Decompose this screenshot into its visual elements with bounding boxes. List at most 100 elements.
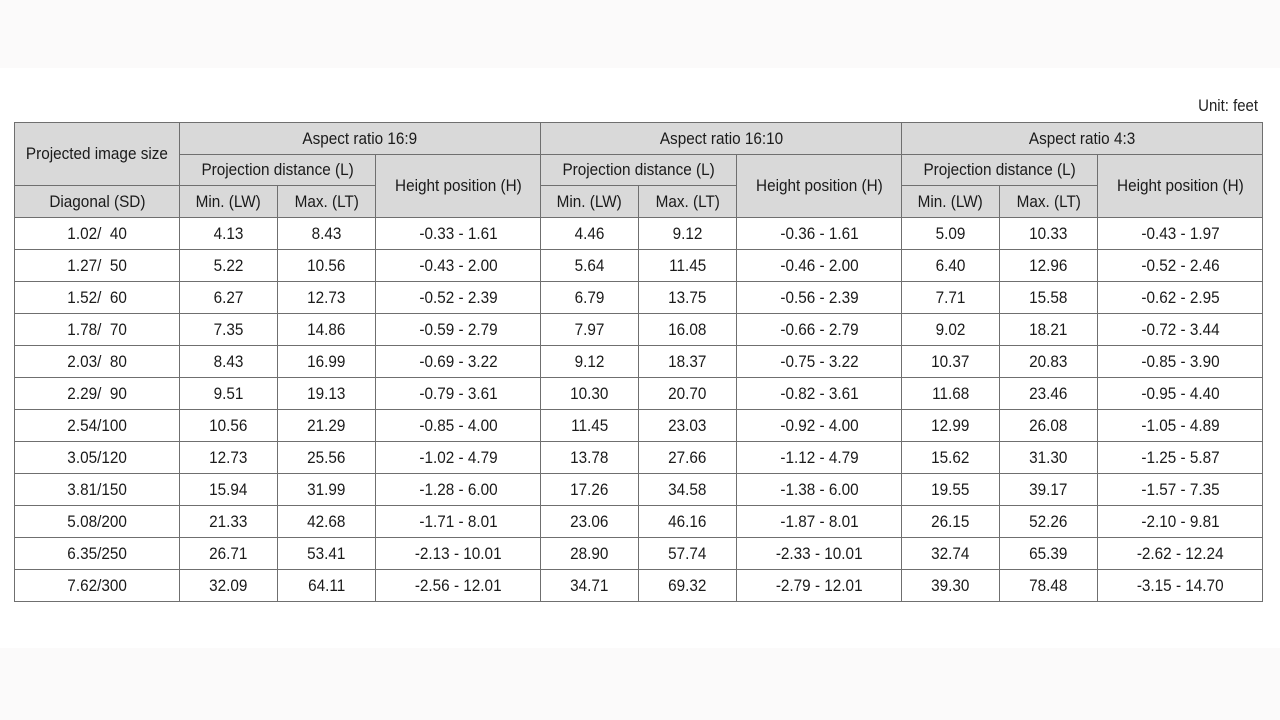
height-4-3-cell: -0.85 - 3.90 — [1097, 345, 1264, 378]
max-16-10-cell: 57.74 — [638, 537, 737, 570]
diagonal-cell: 1.27/ 50 — [14, 249, 180, 282]
min-4-3-cell: 6.40 — [901, 249, 1001, 282]
height-4-3-cell: -0.62 - 2.95 — [1097, 281, 1264, 314]
header-aspect-16-9: Aspect ratio 16:9 — [179, 122, 541, 155]
height-4-3-cell: -0.95 - 4.40 — [1097, 377, 1264, 410]
max-4-3-cell: 39.17 — [999, 473, 1099, 506]
min-4-3-cell: 7.71 — [901, 281, 1001, 314]
max-16-10-cell: 23.03 — [638, 409, 737, 442]
max-4-3-cell: 20.83 — [999, 345, 1099, 378]
min-16-10-cell: 10.30 — [540, 377, 639, 410]
min-16-9-cell: 5.22 — [179, 249, 278, 282]
header-min: Min. (LW) — [901, 185, 1001, 218]
min-16-10-cell: 7.97 — [540, 313, 639, 346]
height-4-3-cell: -3.15 - 14.70 — [1097, 569, 1264, 602]
diagonal-cell: 6.35/250 — [14, 537, 180, 570]
height-16-9-cell: -2.56 - 12.01 — [375, 569, 541, 602]
table-row: 2.29/ 90 9.51 19.13 -0.79 - 3.61 10.30 20.70-… — [14, 377, 1264, 410]
table-row: 2.03/ 80 8.43 16.99 -0.69 - 3.22 9.12 18.37 -0… — [14, 345, 1264, 378]
height-16-10-cell: -0.92 - 4.00 — [735, 409, 903, 442]
max-16-10-cell: 13.75 — [638, 281, 737, 314]
header-max: Max. (LT) — [638, 185, 737, 218]
header-diagonal: Diagonal (SD) — [14, 185, 180, 218]
height-16-9-cell: -0.69 - 3.22 — [375, 345, 541, 378]
min-16-10-cell: 6.79 — [540, 281, 639, 314]
min-4-3-cell: 11.68 — [901, 377, 1001, 410]
min-16-10-cell: 34.71 — [540, 569, 639, 602]
height-16-9-cell: -0.43 - 2.00 — [375, 249, 541, 282]
min-16-9-cell: 6.27 — [179, 281, 278, 314]
diagonal-cell: 2.54/100 — [14, 409, 180, 442]
unit-label: Unit: feet — [1198, 96, 1258, 115]
height-16-10-cell: -2.33 - 10.01 — [735, 537, 903, 570]
table-row: 3.81/150 15.94 31.99 -1.28 - 6.00 17.26 34.58… — [14, 473, 1264, 506]
diagonal-cell: 1.52/ 60 — [14, 281, 180, 314]
min-4-3-cell: 10.37 — [901, 345, 1001, 378]
height-16-10-cell: -1.12 - 4.79 — [735, 441, 903, 474]
min-4-3-cell: 19.55 — [901, 473, 1001, 506]
max-16-10-cell: 69.32 — [638, 569, 737, 602]
max-16-9-cell: 64.11 — [277, 569, 376, 602]
min-16-10-cell: 5.64 — [540, 249, 639, 282]
min-16-10-cell: 17.26 — [540, 473, 639, 506]
table-row: 1.27/ 50 5.22 10.56 -0.43 - 2.00 5.64 11.45 -0… — [14, 249, 1264, 282]
header-max: Max. (LT) — [999, 185, 1099, 218]
header-height-position: Height position (H) — [735, 154, 903, 218]
height-16-10-cell: -1.87 - 8.01 — [735, 505, 903, 538]
max-4-3-cell: 15.58 — [999, 281, 1099, 314]
min-4-3-cell: 15.62 — [901, 441, 1001, 474]
min-16-10-cell: 28.90 — [540, 537, 639, 570]
projection-distance-table: Projected image size Aspect ratio 16:9 A… — [14, 122, 1264, 602]
header-height-position: Height position (H) — [1097, 154, 1264, 218]
header-projection-distance: Projection distance (L) — [540, 154, 737, 186]
max-4-3-cell: 18.21 — [999, 313, 1099, 346]
height-16-10-cell: -0.75 - 3.22 — [735, 345, 903, 378]
min-16-9-cell: 4.13 — [179, 217, 278, 250]
header-aspect-16-10: Aspect ratio 16:10 — [539, 122, 903, 155]
height-16-10-cell: -0.66 - 2.79 — [735, 313, 903, 346]
max-16-10-cell: 18.37 — [638, 345, 737, 378]
table-row: 2.54/100 10.56 21.29 -0.85 - 4.00 11.45 23.03… — [14, 409, 1264, 442]
max-16-10-cell: 9.12 — [638, 217, 737, 250]
height-16-10-cell: -2.79 - 12.01 — [735, 569, 903, 602]
table-row: 1.78/ 70 7.35 14.86 -0.59 - 2.79 7.97 16.08 -0… — [14, 313, 1264, 346]
max-4-3-cell: 10.33 — [999, 217, 1099, 250]
height-16-9-cell: -0.33 - 1.61 — [375, 217, 541, 250]
header-projection-distance: Projection distance (L) — [179, 154, 376, 186]
diagonal-cell: 2.03/ 80 — [14, 345, 180, 378]
height-16-10-cell: -0.82 - 3.61 — [735, 377, 903, 410]
table-row: 6.35/250 26.71 53.41 -2.13 - 10.01 28.90 57.7… — [14, 537, 1264, 570]
header-height-position: Height position (H) — [375, 154, 541, 218]
max-16-9-cell: 12.73 — [277, 281, 376, 314]
height-4-3-cell: -1.25 - 5.87 — [1097, 441, 1264, 474]
diagonal-cell: 7.62/300 — [14, 569, 180, 602]
height-16-9-cell: -2.13 - 10.01 — [375, 537, 541, 570]
height-16-9-cell: -1.28 - 6.00 — [375, 473, 541, 506]
diagonal-cell: 3.81/150 — [14, 473, 180, 506]
max-16-9-cell: 42.68 — [277, 505, 376, 538]
min-16-9-cell: 8.43 — [179, 345, 278, 378]
height-4-3-cell: -1.57 - 7.35 — [1097, 473, 1264, 506]
max-16-10-cell: 20.70 — [638, 377, 737, 410]
height-4-3-cell: -1.05 - 4.89 — [1097, 409, 1264, 442]
min-16-9-cell: 21.33 — [179, 505, 278, 538]
height-16-10-cell: -0.36 - 1.61 — [735, 217, 903, 250]
min-16-9-cell: 9.51 — [179, 377, 278, 410]
height-4-3-cell: -2.62 - 12.24 — [1097, 537, 1264, 570]
max-16-9-cell: 21.29 — [277, 409, 376, 442]
max-4-3-cell: 31.30 — [999, 441, 1099, 474]
min-4-3-cell: 5.09 — [901, 217, 1001, 250]
table-row: 1.52/ 60 6.27 12.73 -0.52 - 2.39 6.79 13.75 -0… — [14, 281, 1264, 314]
height-16-10-cell: -0.46 - 2.00 — [735, 249, 903, 282]
min-16-10-cell: 23.06 — [540, 505, 639, 538]
table-row: 1.02/ 40 4.13 8.43 -0.33 - 1.61 4.46 9.12 -0.3… — [14, 217, 1264, 250]
height-4-3-cell: -0.43 - 1.97 — [1097, 217, 1264, 250]
min-16-9-cell: 7.35 — [179, 313, 278, 346]
table-row: 7.62/300 32.09 64.11 -2.56 - 12.01 34.71 69.3… — [14, 569, 1264, 602]
max-4-3-cell: 12.96 — [999, 249, 1099, 282]
max-16-10-cell: 16.08 — [638, 313, 737, 346]
header-min: Min. (LW) — [179, 185, 278, 218]
table-header: Projected image size Aspect ratio 16:9 A… — [14, 122, 1264, 218]
max-16-9-cell: 53.41 — [277, 537, 376, 570]
header-projected-image-size: Projected image size — [14, 122, 180, 186]
